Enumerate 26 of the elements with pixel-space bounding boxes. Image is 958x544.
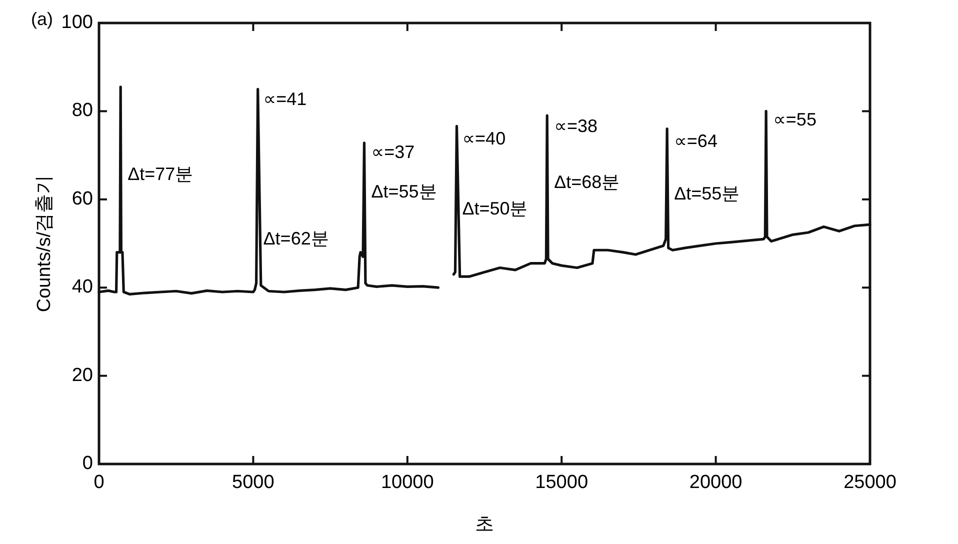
y-tick-label: 100 xyxy=(61,12,93,34)
x-tick-label: 15000 xyxy=(535,472,588,493)
x-tick-label: 10000 xyxy=(380,472,434,493)
x-tick-label: 25000 xyxy=(844,472,896,493)
annotation: Δt=55분 xyxy=(674,184,740,204)
annotation: ∝=37 xyxy=(371,142,415,162)
annotation: ∝=38 xyxy=(554,116,598,136)
chart-title: (a) xyxy=(31,9,53,29)
y-tick-label: 20 xyxy=(72,364,93,386)
y-tick-label: 0 xyxy=(82,453,93,474)
annotation: Δt=55분 xyxy=(371,182,437,202)
y-tick-label: 60 xyxy=(72,188,93,210)
annotation: Δt=68분 xyxy=(554,172,620,192)
x-tick-label: 5000 xyxy=(232,472,274,493)
annotation: Δt=62분 xyxy=(263,228,329,249)
annotation: ∝=55 xyxy=(773,110,816,130)
annotation: ∝=41 xyxy=(263,88,307,109)
x-axis-title: 초 xyxy=(475,514,494,535)
annotation: ∝=64 xyxy=(674,130,718,151)
y-axis-title: Counts/s/검출기 xyxy=(34,174,55,312)
y-tick-label: 40 xyxy=(72,276,93,298)
annotation: Δt=50분 xyxy=(462,198,528,219)
x-tick-label: 20000 xyxy=(689,472,742,493)
annotation: ∝=40 xyxy=(462,128,506,149)
y-tick-label: 80 xyxy=(72,100,93,122)
annotation: Δt=77분 xyxy=(128,164,194,184)
